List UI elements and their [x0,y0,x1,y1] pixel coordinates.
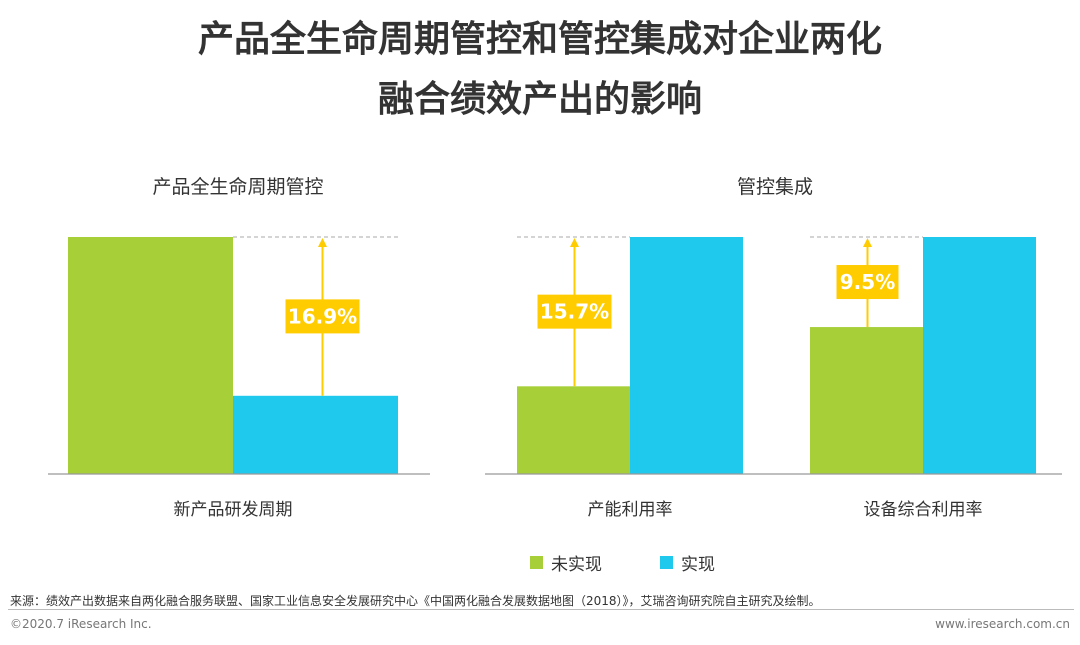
source-note: 来源：绩效产出数据来自两化融合服务联盟、国家工业信息安全发展研究中心《中国两化融… [10,594,821,608]
bar-1-0-not-realized [517,386,630,474]
bar-0-0-not-realized [68,237,233,474]
chart-legend: 未实现 实现 [530,550,773,575]
bar-1-1-not-realized [810,327,923,474]
website-text: www.iresearch.com.cn [935,617,1070,631]
callout-label-0-0: 16.9% [288,304,357,328]
legend-label-realized: 实现 [681,555,715,575]
page-title-line-2: 融合绩效产出的影响 [377,79,702,120]
callout-box-0-0 [285,299,360,334]
category-label-1-0: 产能利用率 [588,500,673,520]
callout-box-1-0 [537,294,612,329]
bar-0-0-realized [233,395,398,474]
legend-item-not-realized: 未实现 [530,550,602,575]
legend-item-realized: 实现 [660,550,715,575]
bar-charts: 16.9% 新产品研发周期 15.7% 产能利用率 9.5% 设备综合利用率 [48,236,1062,520]
arrow-head-1-0 [570,238,579,247]
arrow-head-0-0 [318,238,327,247]
callout-box-1-1 [836,265,899,300]
copyright-text: ©2020.7 iResearch Inc. [10,617,152,631]
callout-label-1-0: 15.7% [540,300,609,324]
footer-divider [8,609,1074,610]
bar-1-1-realized [923,237,1036,474]
legend-swatch-blue [660,556,673,569]
legend-swatch-green [530,556,543,569]
callout-label-1-1: 9.5% [840,270,895,294]
category-label-0-0: 新产品研发周期 [174,500,293,520]
chart-2-title: 管控集成 [736,176,813,198]
bar-1-0-realized [630,237,743,474]
category-label-1-1: 设备综合利用率 [864,500,983,520]
chart-1-title: 产品全生命周期管控 [152,176,324,198]
arrow-head-1-1 [863,238,872,247]
page-title-line-1: 产品全生命周期管控和管控集成对企业两化 [197,19,882,60]
legend-label-not-realized: 未实现 [551,555,602,575]
